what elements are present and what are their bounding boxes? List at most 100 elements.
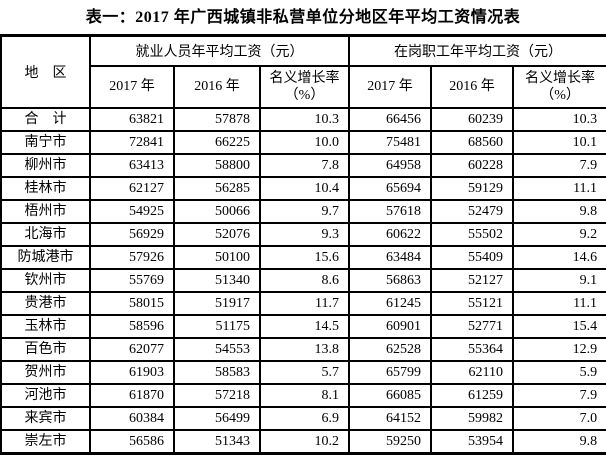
value-cell: 55502	[430, 222, 515, 247]
value-cell: 56929	[89, 222, 175, 247]
value-cell: 10.4	[258, 176, 351, 201]
value-cell: 15.4	[512, 314, 606, 339]
value-cell: 58015	[89, 291, 175, 316]
value-cell: 66456	[348, 107, 433, 132]
value-cell: 55409	[430, 245, 515, 270]
value-cell: 72841	[89, 130, 175, 155]
value-cell: 52127	[430, 268, 515, 293]
table-row: 百色市 62077 54553 13.8 62528 55364 12.9	[0, 337, 606, 362]
value-cell: 7.8	[258, 153, 351, 178]
value-cell: 61245	[348, 291, 433, 316]
value-cell: 56499	[173, 406, 261, 431]
value-cell: 5.9	[512, 360, 606, 385]
region-cell: 来宾市	[0, 406, 91, 431]
value-cell: 56586	[89, 429, 175, 455]
table-row: 崇左市 56586 51343 10.2 59250 53954 9.8	[0, 429, 606, 455]
value-cell: 56863	[348, 268, 433, 293]
region-cell: 南宁市	[0, 130, 91, 155]
value-cell: 60228	[430, 153, 515, 178]
sub-header-employed-growth: 名义增长率 （%）	[258, 65, 351, 109]
value-cell: 64958	[348, 153, 433, 178]
region-cell: 北海市	[0, 222, 91, 247]
value-cell: 57218	[173, 383, 261, 408]
value-cell: 50100	[173, 245, 261, 270]
value-cell: 65799	[348, 360, 433, 385]
value-cell: 59982	[430, 406, 515, 431]
value-cell: 52076	[173, 222, 261, 247]
value-cell: 57926	[89, 245, 175, 270]
value-cell: 53954	[430, 429, 515, 455]
sub-header-employed-2016: 2016 年	[173, 65, 261, 109]
table-row: 梧州市 54925 50066 9.7 57618 52479 9.8	[0, 199, 606, 224]
value-cell: 9.8	[512, 199, 606, 224]
value-cell: 58800	[173, 153, 261, 178]
table-body: 合 计 63821 57878 10.3 66456 60239 10.3 南宁市 72841 6…	[0, 107, 606, 455]
region-cell: 防城港市	[0, 245, 91, 270]
region-cell: 贺州市	[0, 360, 91, 385]
value-cell: 62127	[89, 176, 175, 201]
value-cell: 10.1	[512, 130, 606, 155]
group-header-onpost-staff: 在岗职工年平均工资（元）	[348, 34, 606, 67]
value-cell: 61259	[430, 383, 515, 408]
table-row: 钦州市 55769 51340 8.6 56863 52127 9.1	[0, 268, 606, 293]
value-cell: 55769	[89, 268, 175, 293]
page-title: 表一：2017 年广西城镇非私营单位分地区年平均工资情况表	[85, 9, 521, 26]
table-header: 地 区 就业人员年平均工资（元） 在岗职工年平均工资（元） 2017 年 201…	[0, 34, 606, 109]
region-cell: 贵港市	[0, 291, 91, 316]
value-cell: 7.9	[512, 153, 606, 178]
value-cell: 68560	[430, 130, 515, 155]
value-cell: 7.0	[512, 406, 606, 431]
value-cell: 57618	[348, 199, 433, 224]
table-row: 桂林市 62127 56285 10.4 65694 59129 11.1	[0, 176, 606, 201]
sub-header-onpost-growth: 名义增长率 （%）	[512, 65, 606, 109]
value-cell: 57878	[173, 107, 261, 132]
sub-header-onpost-2017: 2017 年	[348, 65, 433, 109]
value-cell: 51340	[173, 268, 261, 293]
value-cell: 62110	[430, 360, 515, 385]
value-cell: 66085	[348, 383, 433, 408]
value-cell: 63484	[348, 245, 433, 270]
value-cell: 54553	[173, 337, 261, 362]
table-row: 防城港市 57926 50100 15.6 63484 55409 14.6	[0, 245, 606, 270]
table-row: 贺州市 61903 58583 5.7 65799 62110 5.9	[0, 360, 606, 385]
value-cell: 61903	[89, 360, 175, 385]
value-cell: 62528	[348, 337, 433, 362]
value-cell: 60901	[348, 314, 433, 339]
value-cell: 9.1	[512, 268, 606, 293]
region-cell: 钦州市	[0, 268, 91, 293]
value-cell: 6.9	[258, 406, 351, 431]
table-row: 来宾市 60384 56499 6.9 64152 59982 7.0	[0, 406, 606, 431]
value-cell: 9.8	[512, 429, 606, 455]
value-cell: 63821	[89, 107, 175, 132]
table-row: 贵港市 58015 51917 11.7 61245 55121 11.1	[0, 291, 606, 316]
value-cell: 11.7	[258, 291, 351, 316]
table-row: 北海市 56929 52076 9.3 60622 55502 9.2	[0, 222, 606, 247]
value-cell: 7.9	[512, 383, 606, 408]
value-cell: 60622	[348, 222, 433, 247]
region-cell: 桂林市	[0, 176, 91, 201]
value-cell: 55364	[430, 337, 515, 362]
value-cell: 9.3	[258, 222, 351, 247]
value-cell: 12.9	[512, 337, 606, 362]
value-cell: 13.8	[258, 337, 351, 362]
region-column-header: 地 区	[0, 34, 91, 109]
region-cell: 梧州市	[0, 199, 91, 224]
sub-header-employed-2017: 2017 年	[89, 65, 175, 109]
value-cell: 75481	[348, 130, 433, 155]
group-header-row: 地 区 就业人员年平均工资（元） 在岗职工年平均工资（元）	[0, 34, 606, 109]
group-header-employed-persons: 就业人员年平均工资（元）	[88, 34, 351, 67]
value-cell: 10.3	[512, 107, 606, 132]
value-cell: 65694	[348, 176, 433, 201]
value-cell: 58583	[173, 360, 261, 385]
region-cell: 合 计	[0, 107, 91, 132]
value-cell: 14.5	[258, 314, 351, 339]
value-cell: 66225	[173, 130, 261, 155]
region-cell: 崇左市	[0, 429, 91, 455]
value-cell: 51343	[173, 429, 261, 455]
value-cell: 63413	[89, 153, 175, 178]
value-cell: 52479	[430, 199, 515, 224]
sub-header-onpost-2016: 2016 年	[430, 65, 515, 109]
value-cell: 10.2	[258, 429, 351, 455]
sub-header-row: 2017 年 2016 年 名义增长率 （%） 2017 年 2016 年 名义…	[1, 65, 606, 109]
value-cell: 59250	[348, 429, 433, 455]
